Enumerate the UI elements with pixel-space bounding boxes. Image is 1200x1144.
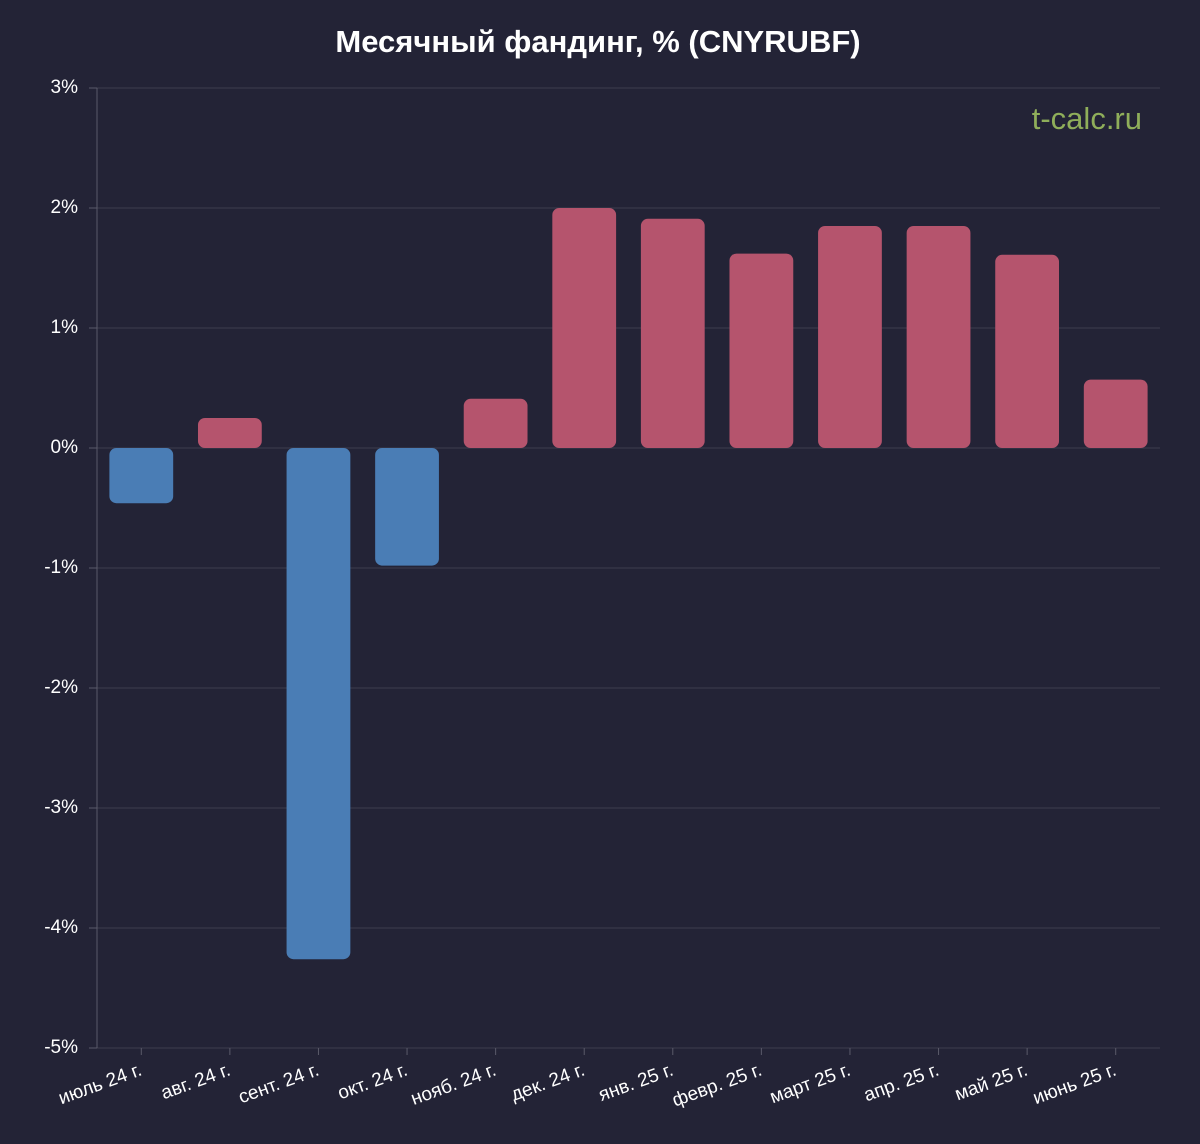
bar: [729, 253, 794, 448]
y-tick-label: -4%: [44, 917, 78, 938]
y-tick-label: -3%: [44, 797, 78, 818]
chart-title: Месячный фандинг, % (CNYRUBF): [335, 24, 860, 59]
bar: [906, 226, 971, 448]
bar: [109, 448, 174, 504]
y-tick-label: 0%: [51, 437, 79, 458]
bar: [463, 398, 528, 448]
bar: [286, 448, 351, 960]
y-tick-label: -1%: [44, 557, 78, 578]
watermark: t-calc.ru: [1032, 101, 1142, 136]
bar: [818, 226, 882, 448]
bar: [197, 418, 262, 448]
bar: [552, 208, 617, 448]
y-tick-label: -5%: [44, 1037, 78, 1058]
bar: [995, 254, 1060, 448]
y-tick-label: 3%: [51, 77, 79, 98]
bar: [640, 218, 705, 448]
y-tick-label: 2%: [51, 197, 79, 218]
bar: [375, 448, 439, 566]
bar: [1083, 379, 1148, 448]
y-tick-label: -2%: [44, 677, 78, 698]
y-tick-label: 1%: [51, 317, 79, 338]
